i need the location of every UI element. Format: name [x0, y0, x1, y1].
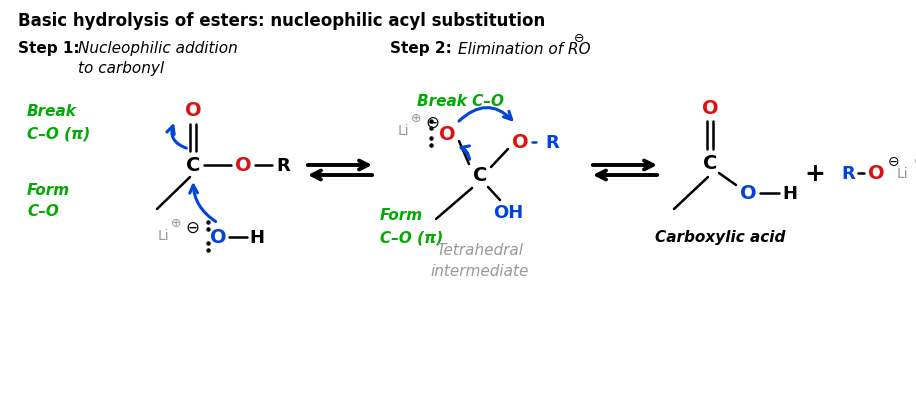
Text: Break: Break — [27, 103, 77, 118]
Text: Basic hydrolysis of esters: nucleophilic acyl substitution: Basic hydrolysis of esters: nucleophilic… — [18, 12, 545, 30]
Text: O: O — [210, 228, 226, 247]
Text: O: O — [439, 124, 455, 143]
Text: H: H — [249, 228, 265, 246]
Text: R: R — [841, 164, 855, 183]
Text: R: R — [276, 157, 289, 175]
Text: O: O — [512, 133, 529, 152]
Text: C: C — [186, 156, 201, 175]
Text: O: O — [740, 184, 757, 203]
Text: intermediate: intermediate — [431, 263, 529, 278]
Text: O: O — [702, 98, 718, 117]
Text: R: R — [545, 134, 559, 151]
Text: C: C — [703, 154, 717, 173]
Text: Form: Form — [380, 208, 423, 223]
Text: ⊖: ⊖ — [889, 155, 900, 168]
Text: Tetrahedral: Tetrahedral — [437, 243, 524, 258]
Text: O: O — [867, 164, 884, 183]
Text: ⊖: ⊖ — [574, 32, 584, 45]
Text: H: H — [782, 185, 798, 202]
Text: Nucleophilic addition: Nucleophilic addition — [78, 41, 238, 56]
Text: +: + — [804, 162, 825, 185]
Text: Form: Form — [27, 183, 71, 198]
Text: Step 1:: Step 1: — [18, 41, 80, 56]
Text: ⊖: ⊖ — [425, 114, 439, 132]
Text: O: O — [234, 156, 251, 175]
Text: to carbonyl: to carbonyl — [78, 61, 164, 76]
Text: C–O: C–O — [27, 204, 59, 219]
Text: ⊕: ⊕ — [914, 155, 916, 168]
Text: C–O (π): C–O (π) — [27, 126, 91, 141]
Text: Step 2:: Step 2: — [390, 41, 452, 56]
Text: ⊖: ⊖ — [185, 218, 199, 237]
Text: C–O (π): C–O (π) — [380, 230, 443, 245]
Text: Li: Li — [896, 166, 908, 181]
Text: OH: OH — [493, 203, 523, 222]
Text: Li: Li — [158, 228, 169, 243]
Text: ⊕: ⊕ — [170, 217, 181, 230]
Text: Carboxylic acid: Carboxylic acid — [655, 230, 785, 245]
Text: O: O — [185, 101, 202, 120]
Text: Li: Li — [398, 124, 409, 138]
Text: Break C–O: Break C–O — [417, 93, 504, 108]
Text: C: C — [473, 166, 487, 185]
Text: Elimination of RO: Elimination of RO — [458, 41, 591, 56]
Text: ⊕: ⊕ — [410, 112, 421, 125]
